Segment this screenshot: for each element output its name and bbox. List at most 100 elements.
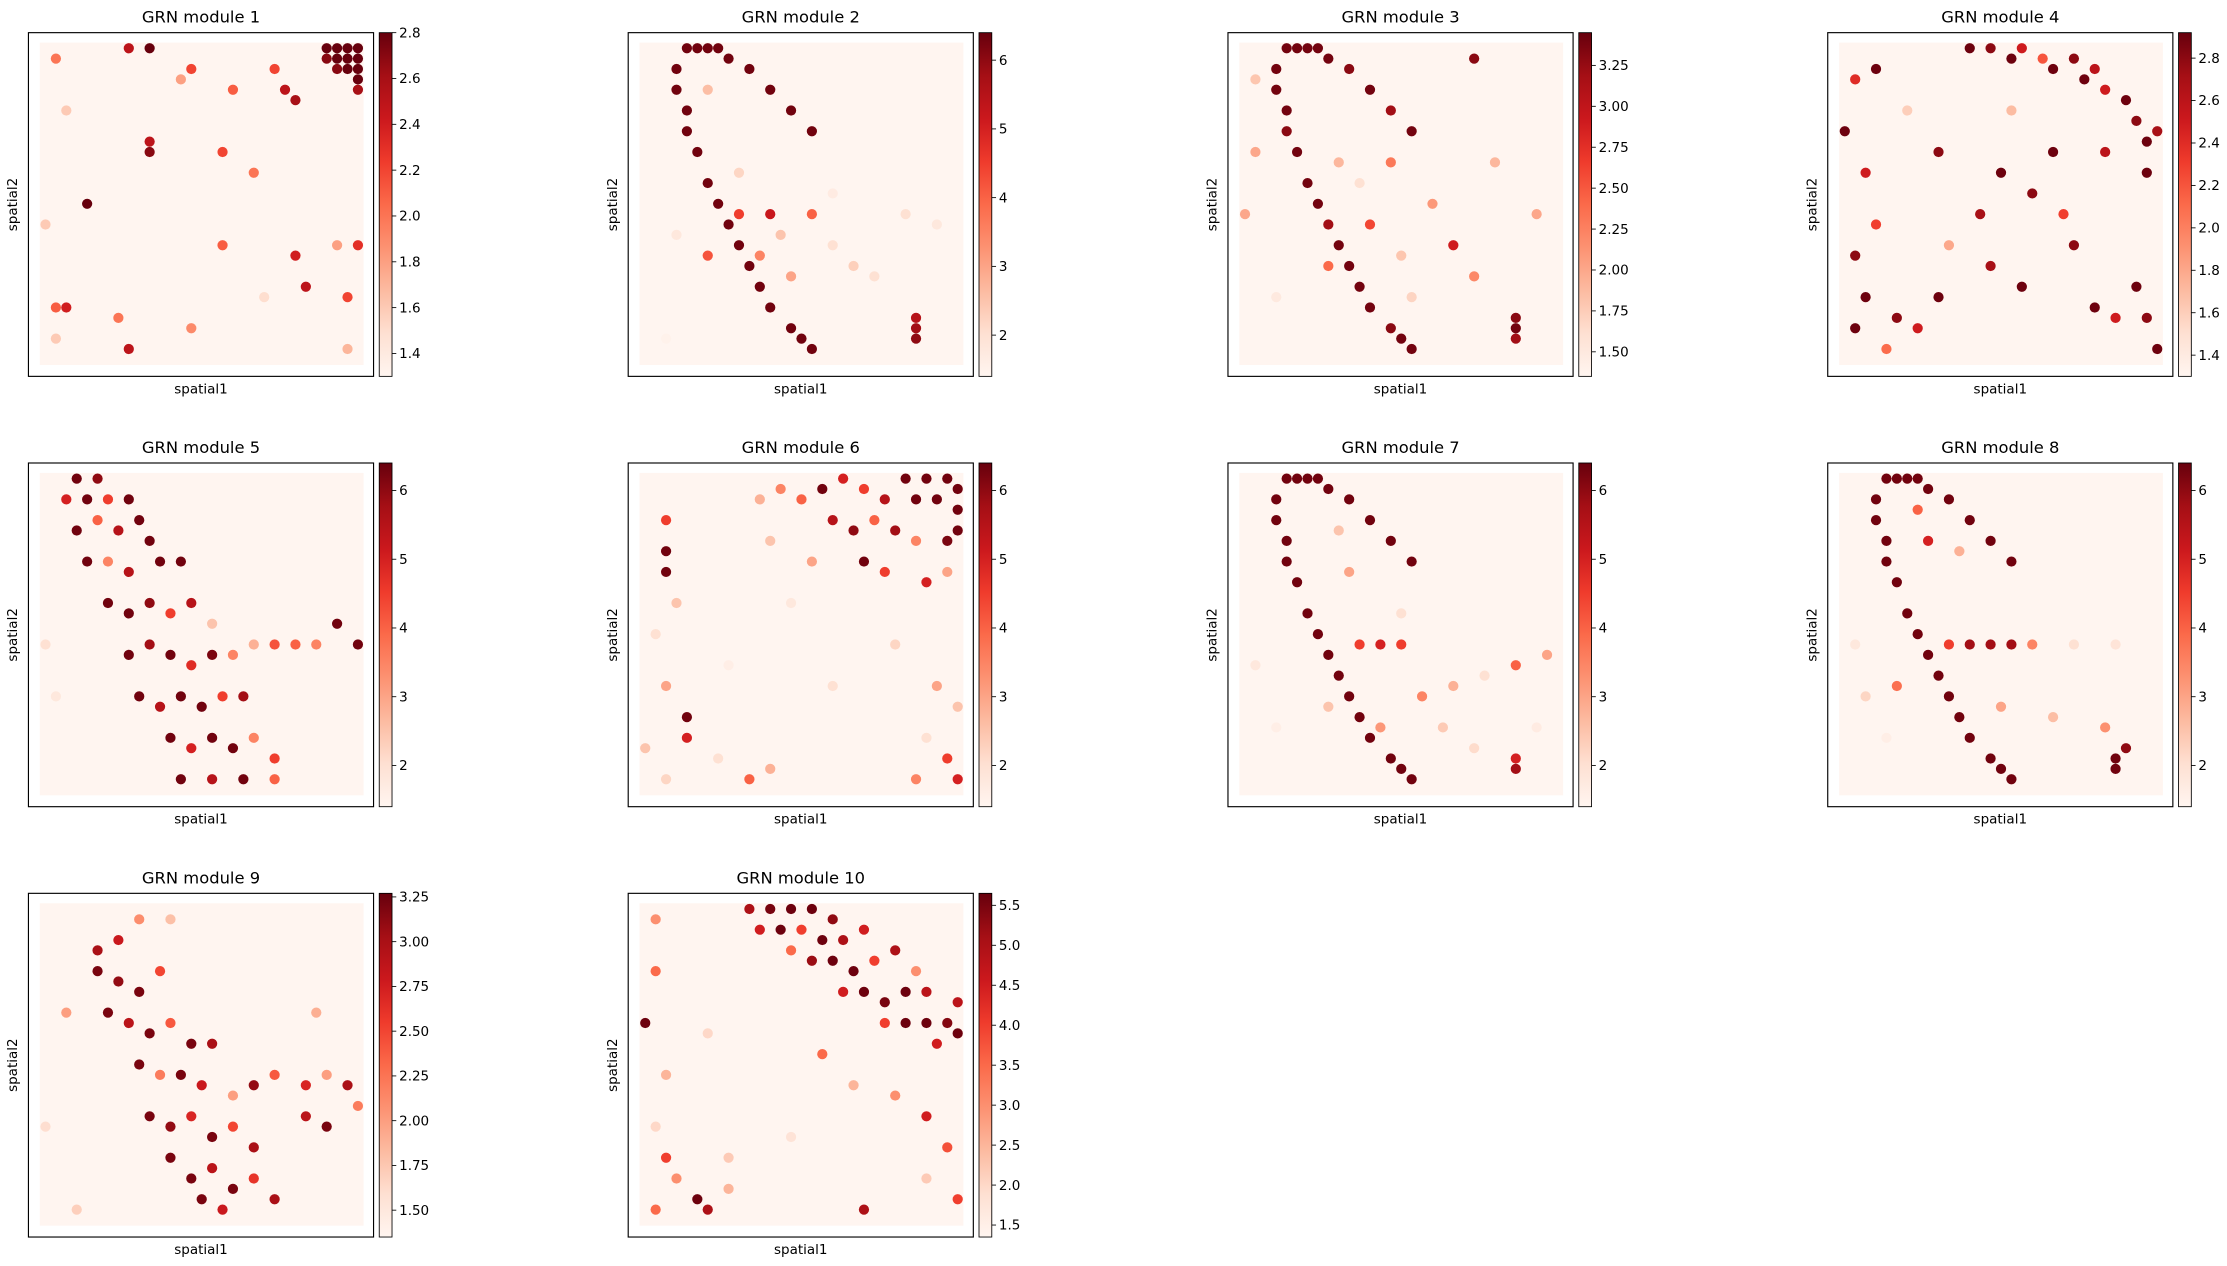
colorbar-tick-label: 1.50 <box>399 1203 429 1219</box>
spot <box>165 1152 176 1163</box>
spot <box>1870 494 1882 505</box>
spot <box>744 260 755 272</box>
spot <box>352 1100 364 1112</box>
spot <box>342 1080 353 1091</box>
colorbar-tick-label: 5.0 <box>999 938 1020 954</box>
x-axis-label: spatial1 <box>174 1242 227 1258</box>
spot <box>702 1204 713 1215</box>
spot <box>186 597 197 609</box>
spot <box>879 566 890 578</box>
colorbar <box>378 32 393 377</box>
spot <box>848 525 859 536</box>
colorbar-tick-label: 2.2 <box>2198 178 2219 194</box>
spot <box>671 63 682 75</box>
panel: GRN module 7 spatial1 spatial2 2 3 4 5 6 <box>1205 438 1608 828</box>
colorbar-tick-label: 2.6 <box>2198 93 2219 109</box>
spot <box>858 986 870 998</box>
spot <box>102 556 114 567</box>
colorbar-tick-label: 1.6 <box>399 300 420 316</box>
spot <box>1427 198 1438 209</box>
colorbar-tick-label: 2.25 <box>399 1069 429 1085</box>
spot <box>207 774 218 785</box>
spot <box>1385 323 1396 334</box>
spot <box>765 903 776 915</box>
spot <box>1364 219 1376 230</box>
spot <box>806 556 818 567</box>
y-axis-label: spatial2 <box>5 1038 21 1091</box>
spot <box>942 473 953 484</box>
colorbar-tick-label: 3.25 <box>399 890 429 906</box>
spot <box>952 701 963 712</box>
spot <box>290 95 301 106</box>
spot <box>40 639 51 650</box>
colorbar-tick-label: 3.25 <box>1599 58 1629 74</box>
spot <box>186 660 197 671</box>
spot <box>227 84 239 95</box>
spot <box>1323 260 1334 272</box>
spot <box>1385 157 1396 168</box>
spot <box>890 525 901 536</box>
panel-title: GRN module 10 <box>736 868 865 887</box>
tissue-background <box>39 472 364 796</box>
colorbar-tick-label: 3.00 <box>1599 99 1629 115</box>
spot <box>806 343 818 355</box>
spot <box>321 43 332 54</box>
spot <box>702 1028 713 1039</box>
spot <box>900 473 911 484</box>
spot <box>1354 177 1365 189</box>
spot <box>50 333 62 344</box>
spot <box>702 177 713 189</box>
spot <box>50 691 62 702</box>
spot <box>1406 343 1417 355</box>
spot <box>217 240 228 251</box>
spot <box>713 43 724 54</box>
colorbar-tick-label: 2.75 <box>399 979 429 995</box>
spot <box>2141 312 2152 323</box>
spot <box>123 494 134 505</box>
spot <box>765 535 776 546</box>
spot <box>2016 43 2027 54</box>
colorbar-tick-label: 2 <box>1599 758 1608 774</box>
colorbar-tick-label: 3.5 <box>999 1058 1020 1074</box>
spot <box>890 945 901 956</box>
spot <box>921 732 932 743</box>
spot <box>2089 63 2100 75</box>
spot <box>342 63 353 75</box>
spot <box>1891 312 1902 323</box>
y-axis-label: spatial2 <box>5 178 21 231</box>
colorbar-tick-label: 2.0 <box>999 1178 1020 1194</box>
spot <box>1881 732 1892 743</box>
axes-frame <box>27 462 375 808</box>
spot <box>1291 577 1303 588</box>
y-axis-label: spatial2 <box>1804 608 1820 661</box>
spot <box>61 494 72 505</box>
spot <box>248 1080 259 1091</box>
spot <box>1302 43 1313 54</box>
spot <box>269 774 280 785</box>
spot <box>1271 84 1282 95</box>
colorbar-tick-label: 6 <box>1599 483 1608 499</box>
spot <box>1510 323 1521 334</box>
colorbar-tick-label: 1.75 <box>1599 304 1629 320</box>
colorbar-tick-label: 5.5 <box>999 898 1020 914</box>
spot <box>806 903 818 915</box>
spot <box>1406 774 1417 785</box>
spot <box>817 1048 828 1060</box>
spot <box>2120 743 2132 754</box>
spot <box>910 494 922 505</box>
spot <box>144 43 155 54</box>
spot <box>165 732 176 743</box>
spot <box>300 1080 311 1091</box>
spot <box>754 494 765 505</box>
spot <box>660 333 672 344</box>
spot <box>1881 343 1892 355</box>
spot <box>660 546 672 557</box>
colorbar <box>978 32 993 377</box>
spot <box>2027 188 2038 199</box>
spot <box>134 1059 145 1070</box>
colorbar-tick-label: 2.0 <box>2198 221 2219 237</box>
spot <box>113 934 124 946</box>
spot <box>1850 639 1861 650</box>
panel-title: GRN module 5 <box>142 438 260 457</box>
spot <box>269 639 280 650</box>
